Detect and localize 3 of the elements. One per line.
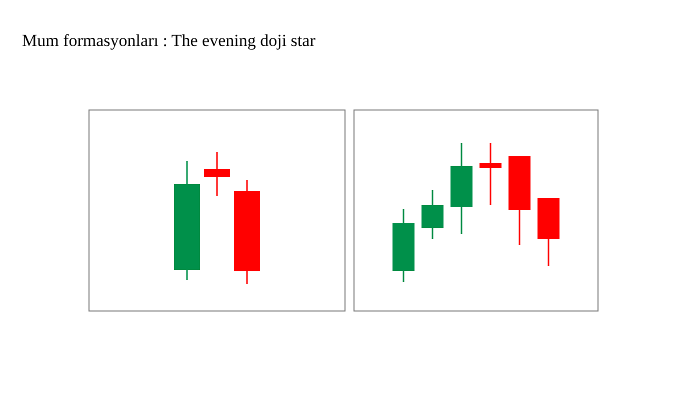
candlestick xyxy=(422,189,444,240)
candlestick xyxy=(480,142,502,206)
chart-title: Mum formasyonları : The evening doji star xyxy=(22,31,316,50)
